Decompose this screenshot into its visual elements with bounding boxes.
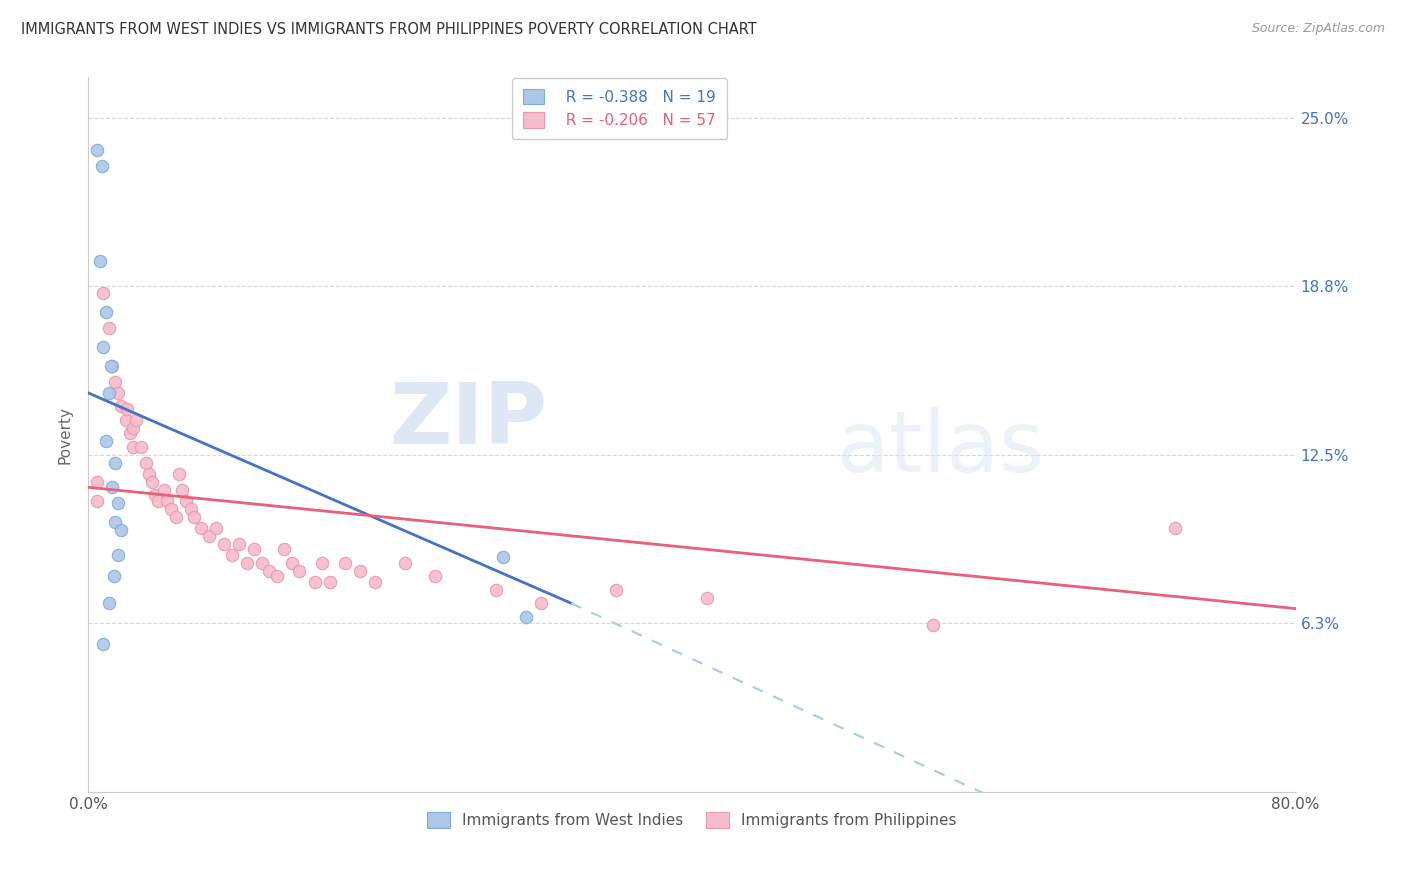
- Point: [221, 548, 243, 562]
- Point: [104, 516, 127, 530]
- Point: [364, 574, 387, 589]
- Point: [304, 574, 326, 589]
- Point: [250, 556, 273, 570]
- Point: [281, 556, 304, 570]
- Point: [266, 569, 288, 583]
- Point: [107, 548, 129, 562]
- Point: [98, 596, 121, 610]
- Point: [138, 467, 160, 481]
- Point: [394, 556, 416, 570]
- Point: [98, 321, 121, 335]
- Point: [122, 440, 145, 454]
- Point: [515, 609, 537, 624]
- Point: [117, 402, 139, 417]
- Point: [485, 582, 508, 597]
- Point: [170, 483, 193, 497]
- Point: [205, 521, 228, 535]
- Text: IMMIGRANTS FROM WEST INDIES VS IMMIGRANTS FROM PHILIPPINES POVERTY CORRELATION C: IMMIGRANTS FROM WEST INDIES VS IMMIGRANT…: [21, 22, 756, 37]
- Point: [165, 510, 187, 524]
- Point: [1164, 521, 1187, 535]
- Point: [156, 493, 179, 508]
- Legend: Immigrants from West Indies, Immigrants from Philippines: Immigrants from West Indies, Immigrants …: [420, 806, 963, 834]
- Point: [235, 556, 257, 570]
- Point: [90, 160, 112, 174]
- Point: [107, 496, 129, 510]
- Point: [530, 596, 553, 610]
- Point: [86, 143, 108, 157]
- Point: [492, 550, 515, 565]
- Point: [152, 483, 174, 497]
- Point: [100, 359, 122, 373]
- Point: [96, 305, 118, 319]
- Point: [86, 475, 108, 489]
- Point: [101, 359, 124, 373]
- Point: [110, 524, 132, 538]
- Point: [129, 440, 152, 454]
- Point: [318, 574, 340, 589]
- Point: [922, 617, 945, 632]
- Point: [96, 434, 118, 449]
- Point: [86, 493, 108, 508]
- Point: [104, 375, 127, 389]
- Point: [180, 501, 202, 516]
- Point: [605, 582, 627, 597]
- Point: [89, 253, 111, 268]
- Point: [273, 542, 295, 557]
- Point: [288, 564, 311, 578]
- Point: [696, 591, 718, 605]
- Point: [101, 480, 124, 494]
- Point: [349, 564, 371, 578]
- Y-axis label: Poverty: Poverty: [58, 406, 72, 464]
- Point: [333, 556, 356, 570]
- Point: [243, 542, 266, 557]
- Point: [174, 493, 197, 508]
- Point: [103, 569, 125, 583]
- Point: [125, 413, 148, 427]
- Point: [91, 286, 114, 301]
- Point: [122, 421, 145, 435]
- Point: [311, 556, 333, 570]
- Point: [91, 340, 114, 354]
- Point: [160, 501, 183, 516]
- Text: ZIP: ZIP: [389, 379, 547, 462]
- Point: [120, 426, 142, 441]
- Point: [146, 493, 169, 508]
- Point: [212, 537, 235, 551]
- Point: [143, 488, 166, 502]
- Point: [198, 529, 221, 543]
- Point: [115, 413, 138, 427]
- Point: [228, 537, 250, 551]
- Point: [107, 385, 129, 400]
- Text: atlas: atlas: [837, 408, 1045, 491]
- Point: [104, 456, 127, 470]
- Point: [134, 456, 156, 470]
- Point: [425, 569, 447, 583]
- Point: [98, 385, 121, 400]
- Point: [91, 637, 114, 651]
- Point: [183, 510, 205, 524]
- Point: [167, 467, 190, 481]
- Point: [141, 475, 163, 489]
- Point: [259, 564, 281, 578]
- Text: Source: ZipAtlas.com: Source: ZipAtlas.com: [1251, 22, 1385, 36]
- Point: [110, 400, 132, 414]
- Point: [190, 521, 212, 535]
